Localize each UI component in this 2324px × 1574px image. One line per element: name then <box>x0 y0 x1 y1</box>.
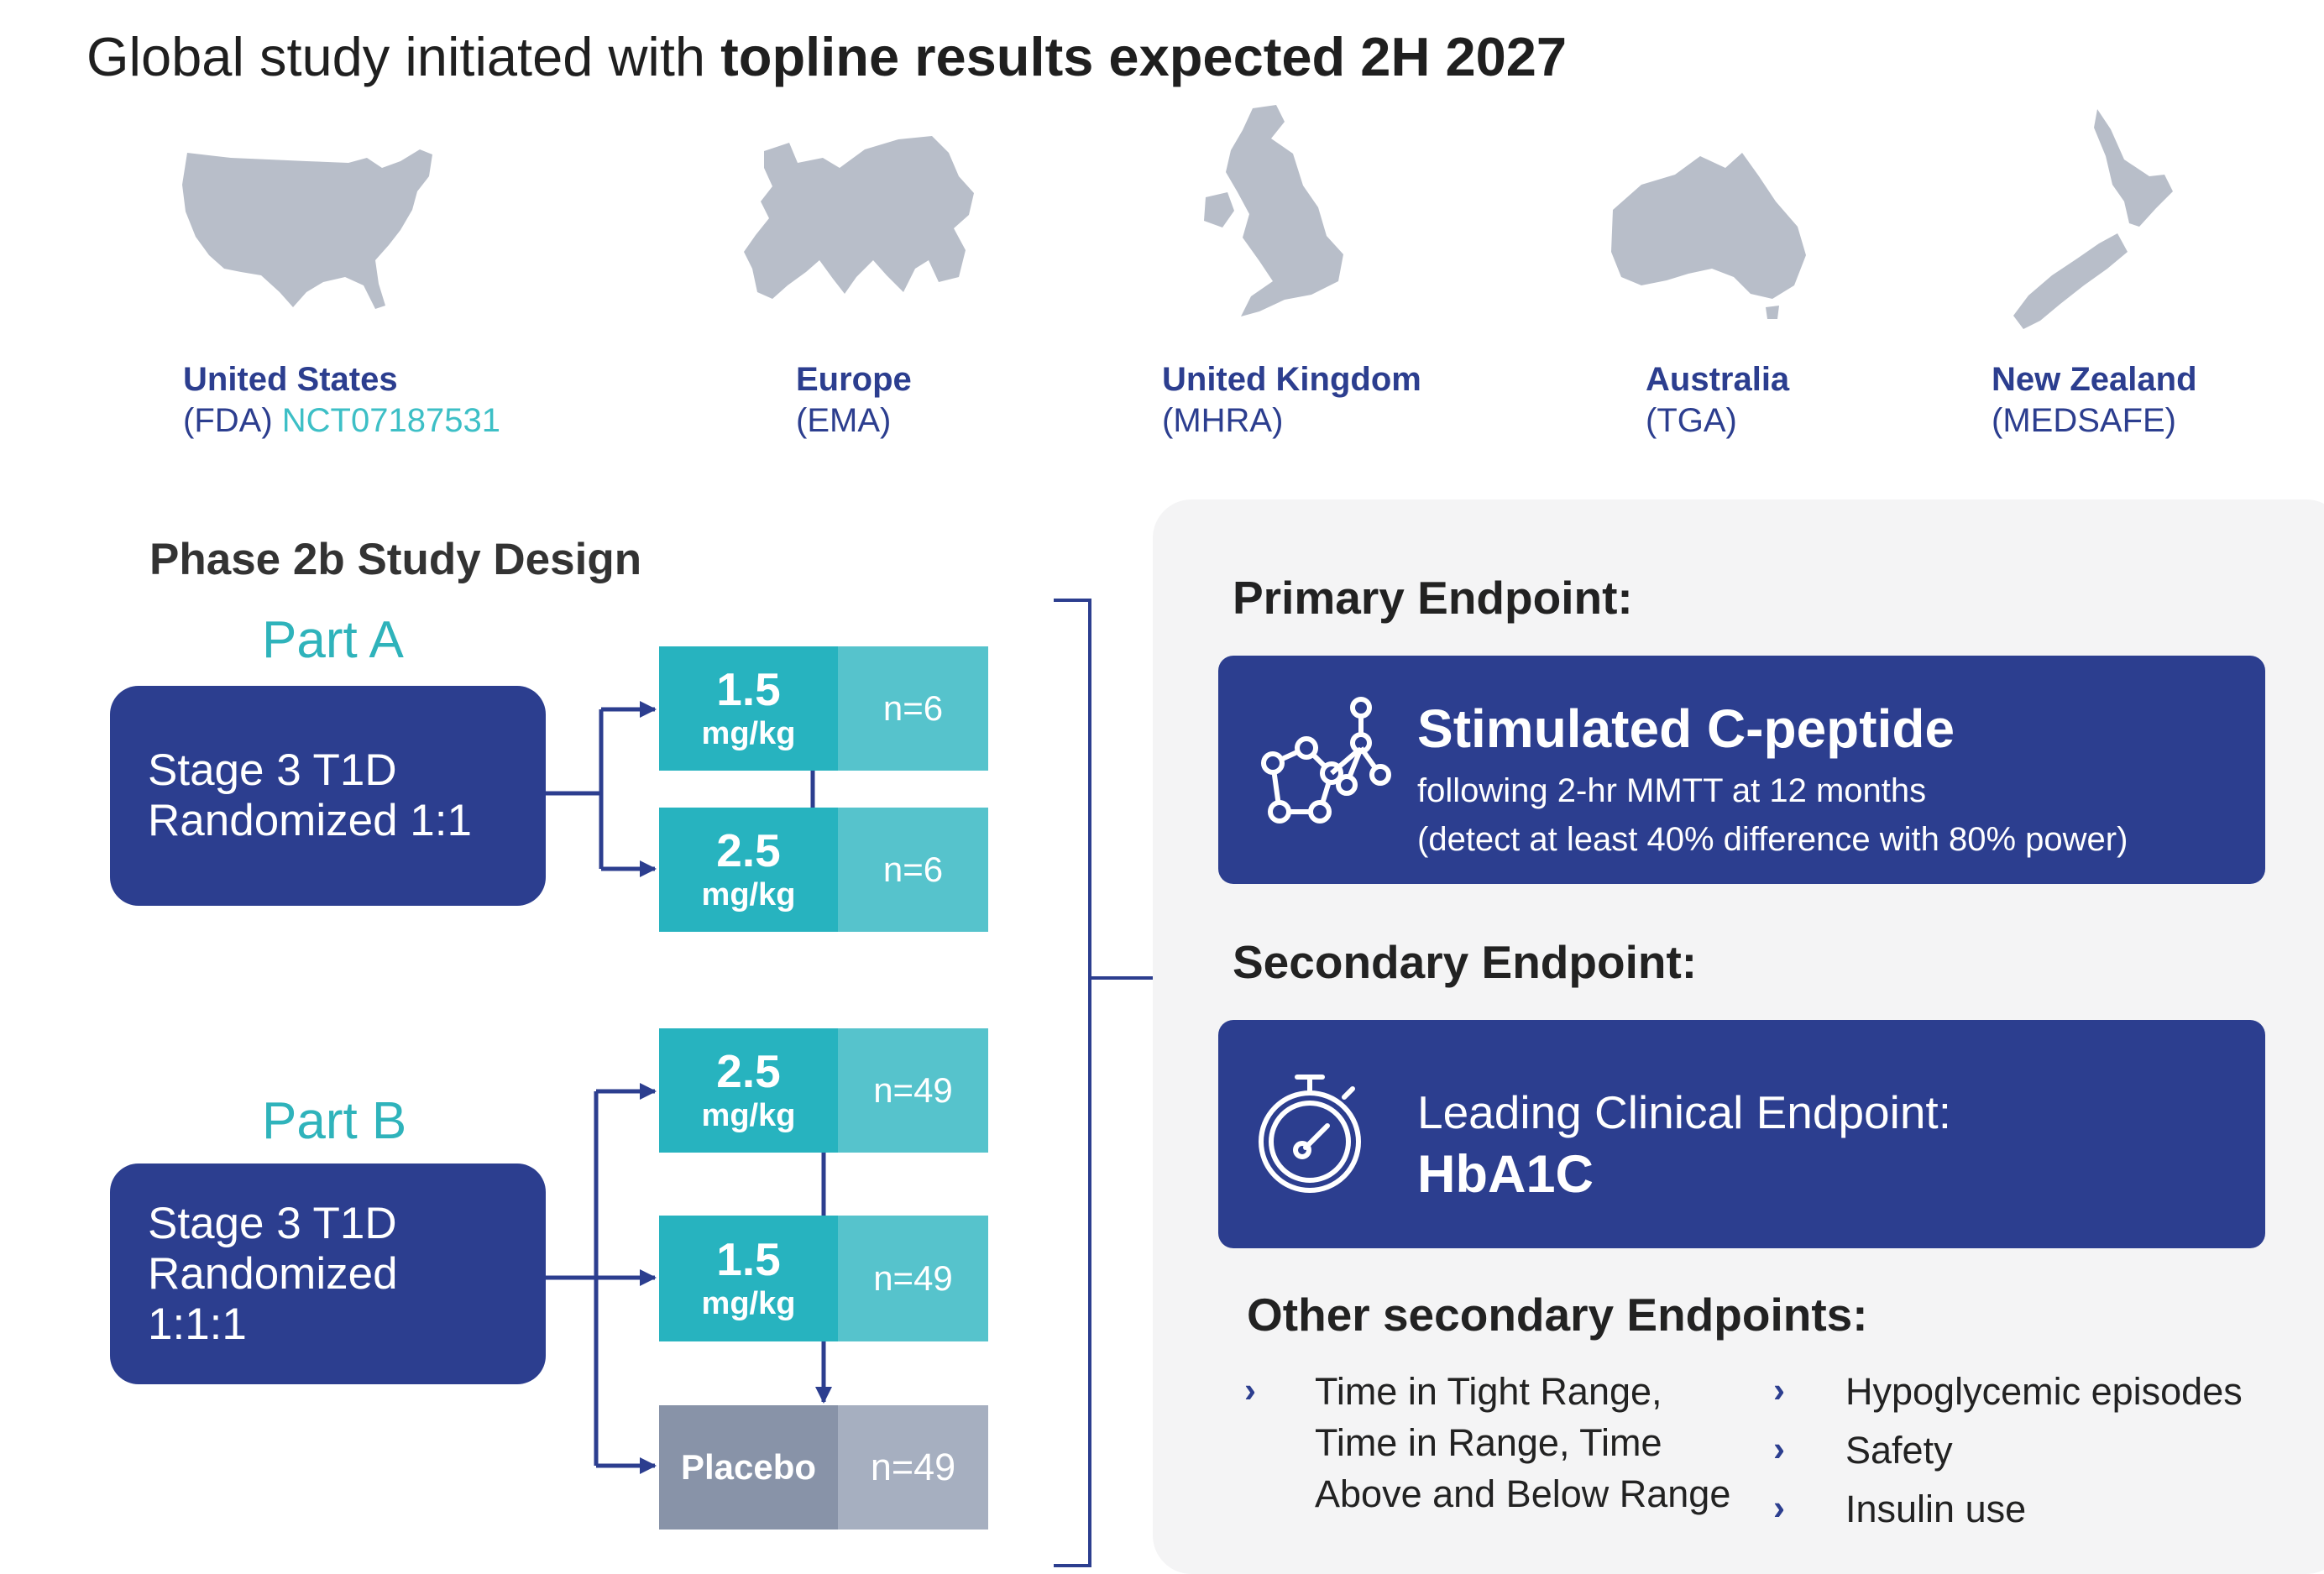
dose-unit: mg/kg <box>701 1098 796 1133</box>
secondary-endpoint-heading: Secondary Endpoint: <box>1233 936 1698 988</box>
region-united-kingdom: United Kingdom (MHRA) <box>1162 359 1421 442</box>
region-europe: Europe (EMA) <box>796 359 912 442</box>
uk-map-icon <box>1201 105 1348 323</box>
dose-cell: 1.5 mg/kg <box>659 1216 838 1341</box>
australia-map-icon <box>1608 151 1809 319</box>
part-b-label: Part B <box>262 1092 407 1150</box>
region-name: Europe <box>796 361 912 398</box>
other-endpoint-item-hypoglycemic: Hypoglycemic episodes <box>1845 1370 2243 1413</box>
part-b-arm-1: 2.5 mg/kg n=49 <box>659 1028 988 1153</box>
arm-size: n=49 <box>838 1216 988 1341</box>
secondary-endpoint-value: HbA1C <box>1417 1145 1594 1204</box>
stage-line: Stage 3 T1D <box>148 745 397 795</box>
dose-value: 1.5 <box>716 1233 781 1285</box>
design-connectors <box>546 599 1155 1567</box>
dose-value: 1.5 <box>716 663 781 715</box>
bullet-chevron-icon: › <box>1773 1370 1785 1409</box>
part-b-placebo-arm: Placebo n=49 <box>659 1405 988 1530</box>
region-agency: (MHRA) <box>1162 402 1284 439</box>
europe-map-icon <box>739 134 982 302</box>
arm-size: n=49 <box>838 1028 988 1153</box>
randomization-line: Randomized 1:1 <box>148 796 472 845</box>
primary-endpoint-box: Stimulated C-peptide following 2-hr MMTT… <box>1218 656 2265 884</box>
ratio-line: 1:1:1 <box>148 1299 247 1349</box>
dose-cell: 2.5 mg/kg <box>659 1028 838 1153</box>
stopwatch-icon <box>1259 1075 1361 1193</box>
arm-size: n=6 <box>838 808 988 932</box>
other-endpoint-item-insulin: Insulin use <box>1845 1488 2027 1530</box>
part-a-arm-2: 2.5 mg/kg n=6 <box>659 808 988 932</box>
dose-cell: 2.5 mg/kg <box>659 808 838 932</box>
part-b-arm-2: 1.5 mg/kg n=49 <box>659 1216 988 1341</box>
arm-size: n=49 <box>838 1405 988 1530</box>
arm-size: n=6 <box>838 646 988 771</box>
bullet-chevron-icon: › <box>1773 1429 1785 1468</box>
primary-endpoint-heading: Primary Endpoint: <box>1233 572 1633 624</box>
randomization-line: Randomized <box>148 1248 398 1299</box>
part-a-label: Part A <box>262 611 404 669</box>
dose-value: 2.5 <box>716 1045 781 1097</box>
primary-endpoint-title: Stimulated C-peptide <box>1417 698 1955 759</box>
dose-unit: mg/kg <box>701 716 796 751</box>
stage-line: Stage 3 T1D <box>148 1198 397 1248</box>
region-agency: (MEDSAFE) <box>1992 402 2176 439</box>
secondary-endpoint-label: Leading Clinical Endpoint: <box>1417 1086 1951 1138</box>
primary-endpoint-detail-1: following 2-hr MMTT at 12 months <box>1417 772 1927 809</box>
design-heading: Phase 2b Study Design <box>149 535 642 584</box>
placebo-label: Placebo <box>659 1405 838 1530</box>
part-b-stage-box: Stage 3 T1D Randomized 1:1:1 <box>110 1164 546 1384</box>
region-new-zealand: New Zealand (MEDSAFE) <box>1992 359 2197 442</box>
dose-unit: mg/kg <box>701 1286 796 1321</box>
dose-value: 2.5 <box>716 824 781 876</box>
region-name: United States <box>183 361 398 398</box>
usa-map-icon <box>181 143 449 311</box>
part-a-arm-1: 1.5 mg/kg n=6 <box>659 646 988 771</box>
primary-endpoint-detail-2: (detect at least 40% difference with 80%… <box>1417 821 2128 858</box>
region-united-states: United States (FDA) NCT07187531 <box>183 359 500 442</box>
dose-unit: mg/kg <box>701 877 796 913</box>
list-item: Time in Tight Range, <box>1315 1370 1662 1413</box>
region-agency: (TGA) <box>1646 402 1737 439</box>
part-a-stage-box: Stage 3 T1D Randomized 1:1 <box>110 686 546 906</box>
region-name: New Zealand <box>1992 361 2197 398</box>
region-australia: Australia (TGA) <box>1646 359 1789 442</box>
other-endpoint-item-safety: Safety <box>1845 1429 1953 1472</box>
molecule-icon <box>1261 697 1391 824</box>
bullet-chevron-icon: › <box>1773 1488 1785 1527</box>
trial-id-link[interactable]: NCT07187531 <box>281 402 500 439</box>
region-agency: (FDA) <box>183 402 273 439</box>
bullet-chevron-icon: › <box>1244 1370 1256 1409</box>
new-zealand-map-icon <box>2007 109 2175 332</box>
region-name: Australia <box>1646 361 1790 398</box>
list-item: Time in Range, Time <box>1315 1421 1662 1464</box>
dose-cell: 1.5 mg/kg <box>659 646 838 771</box>
other-endpoint-item-range: Time in Tight Range, Time in Range, Time… <box>1315 1366 1730 1519</box>
region-agency: (EMA) <box>796 402 892 439</box>
page-title: Global study initiated with topline resu… <box>86 26 1568 87</box>
other-endpoints-heading: Other secondary Endpoints: <box>1247 1289 1868 1341</box>
secondary-endpoint-box: Leading Clinical Endpoint: HbA1C <box>1218 1020 2265 1248</box>
list-item: Above and Below Range <box>1315 1472 1731 1515</box>
region-name: United Kingdom <box>1162 361 1421 398</box>
